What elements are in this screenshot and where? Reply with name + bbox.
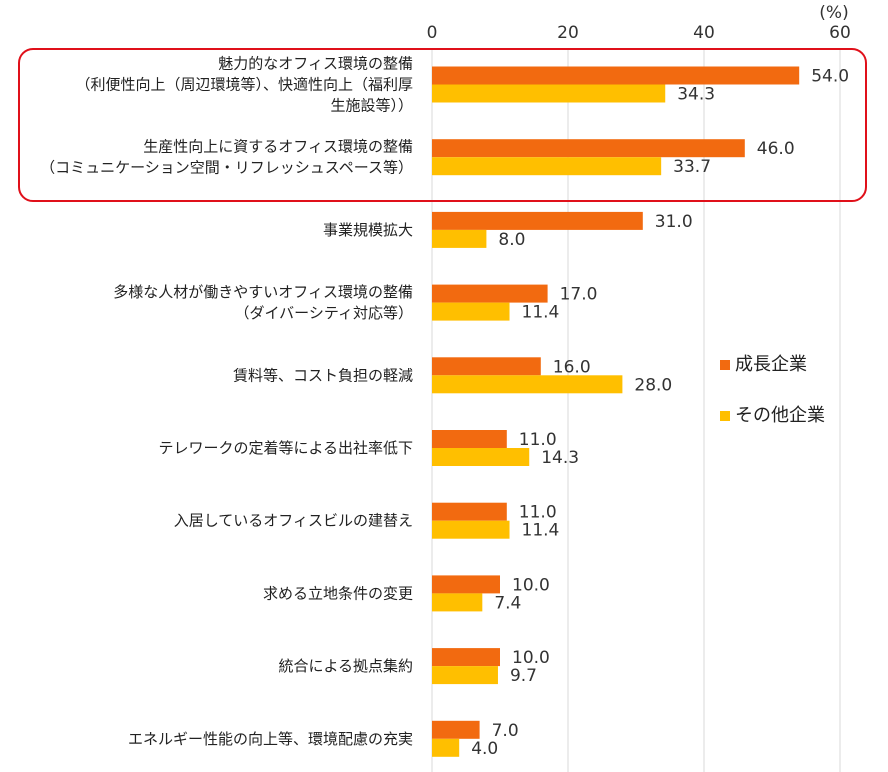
- legend-swatch: [720, 411, 730, 421]
- data-label: 11.0: [519, 503, 557, 523]
- bar-series-other: [432, 738, 460, 757]
- category-label: （利便性向上（周辺環境等）、快適性向上（福利厚: [75, 76, 413, 94]
- bar-series-other: [432, 229, 487, 248]
- bar-series-growth: [432, 211, 643, 230]
- category-label: 多様な人材が働きやすいオフィス環境の整備: [113, 283, 413, 301]
- x-tick-label: 0: [427, 23, 438, 43]
- data-label: 11.4: [522, 521, 560, 541]
- category-label: テレワークの定着等による出社率低下: [158, 439, 413, 457]
- data-label: 46.0: [757, 139, 795, 159]
- bar-series-other: [432, 302, 510, 321]
- data-label: 7.0: [492, 721, 519, 741]
- data-label: 17.0: [560, 285, 598, 305]
- bar-series-growth: [432, 139, 745, 158]
- bar-series-other: [432, 157, 662, 176]
- category-label: エネルギー性能の向上等、環境配慮の充実: [128, 730, 413, 748]
- category-labels: 魅力的なオフィス環境の整備 （利便性向上（周辺環境等）、快適性向上（福利厚生施設等…: [40, 55, 413, 748]
- data-label: 10.0: [512, 648, 550, 668]
- bars: 54.034.346.033.731.08.017.011.416.028.01…: [432, 66, 849, 759]
- legend-swatch: [720, 360, 730, 370]
- data-label: 7.4: [494, 593, 521, 613]
- data-label: 28.0: [634, 375, 672, 395]
- data-label: 8.0: [498, 230, 525, 250]
- bar-series-growth: [432, 502, 507, 521]
- bar-series-growth: [432, 648, 500, 667]
- data-label: 34.3: [677, 85, 715, 105]
- bar-series-other: [432, 375, 623, 394]
- x-tick-label: 40: [693, 23, 715, 43]
- bar-series-other: [432, 593, 483, 612]
- category-label: （コミュニケーション空間・リフレッシュスペース等）: [40, 159, 413, 177]
- bar-series-growth: [432, 430, 507, 448]
- bar-series-other: [432, 448, 530, 466]
- bar-series-growth: [432, 357, 541, 376]
- data-label: 4.0: [471, 739, 498, 759]
- category-label: 魅力的なオフィス環境の整備: [218, 55, 413, 73]
- bar-series-growth: [432, 720, 480, 739]
- highlight-box: [18, 48, 867, 202]
- category-label: 生産性向上に資するオフィス環境の整備: [143, 138, 413, 156]
- legend-label: 成長企業: [735, 354, 807, 375]
- bar-series-other: [432, 666, 498, 685]
- data-label: 54.0: [811, 67, 849, 87]
- category-label: （ダイバーシティ対応等）: [234, 304, 413, 322]
- legend-label: その他企業: [735, 405, 825, 426]
- x-tick-label: 60: [829, 23, 851, 43]
- category-label: 求める立地条件の変更: [263, 584, 413, 602]
- bar-series-growth: [432, 66, 800, 85]
- data-label: 33.7: [673, 157, 711, 177]
- category-label: 統合による拠点集約: [278, 657, 413, 675]
- data-label: 11.4: [522, 303, 560, 323]
- category-label: 生施設等））: [330, 97, 413, 115]
- data-label: 10.0: [512, 575, 550, 595]
- bar-series-growth: [432, 575, 500, 594]
- unit-label: (%): [819, 3, 848, 23]
- x-tick-label: 20: [557, 23, 579, 43]
- x-axis-ticks: 0 20 40 60: [427, 23, 851, 43]
- data-label: 11.0: [519, 430, 557, 450]
- category-label: 事業規模拡大: [323, 221, 413, 239]
- data-label: 9.7: [510, 666, 537, 686]
- bar-series-growth: [432, 284, 548, 303]
- data-label: 16.0: [553, 357, 591, 377]
- category-label: 賃料等、コスト負担の軽減: [233, 366, 413, 384]
- data-label: 31.0: [655, 212, 693, 232]
- bar-series-other: [432, 84, 666, 103]
- bar-series-other: [432, 520, 510, 539]
- data-label: 14.3: [541, 448, 579, 468]
- category-label: 入居しているオフィスビルの建替え: [174, 512, 413, 530]
